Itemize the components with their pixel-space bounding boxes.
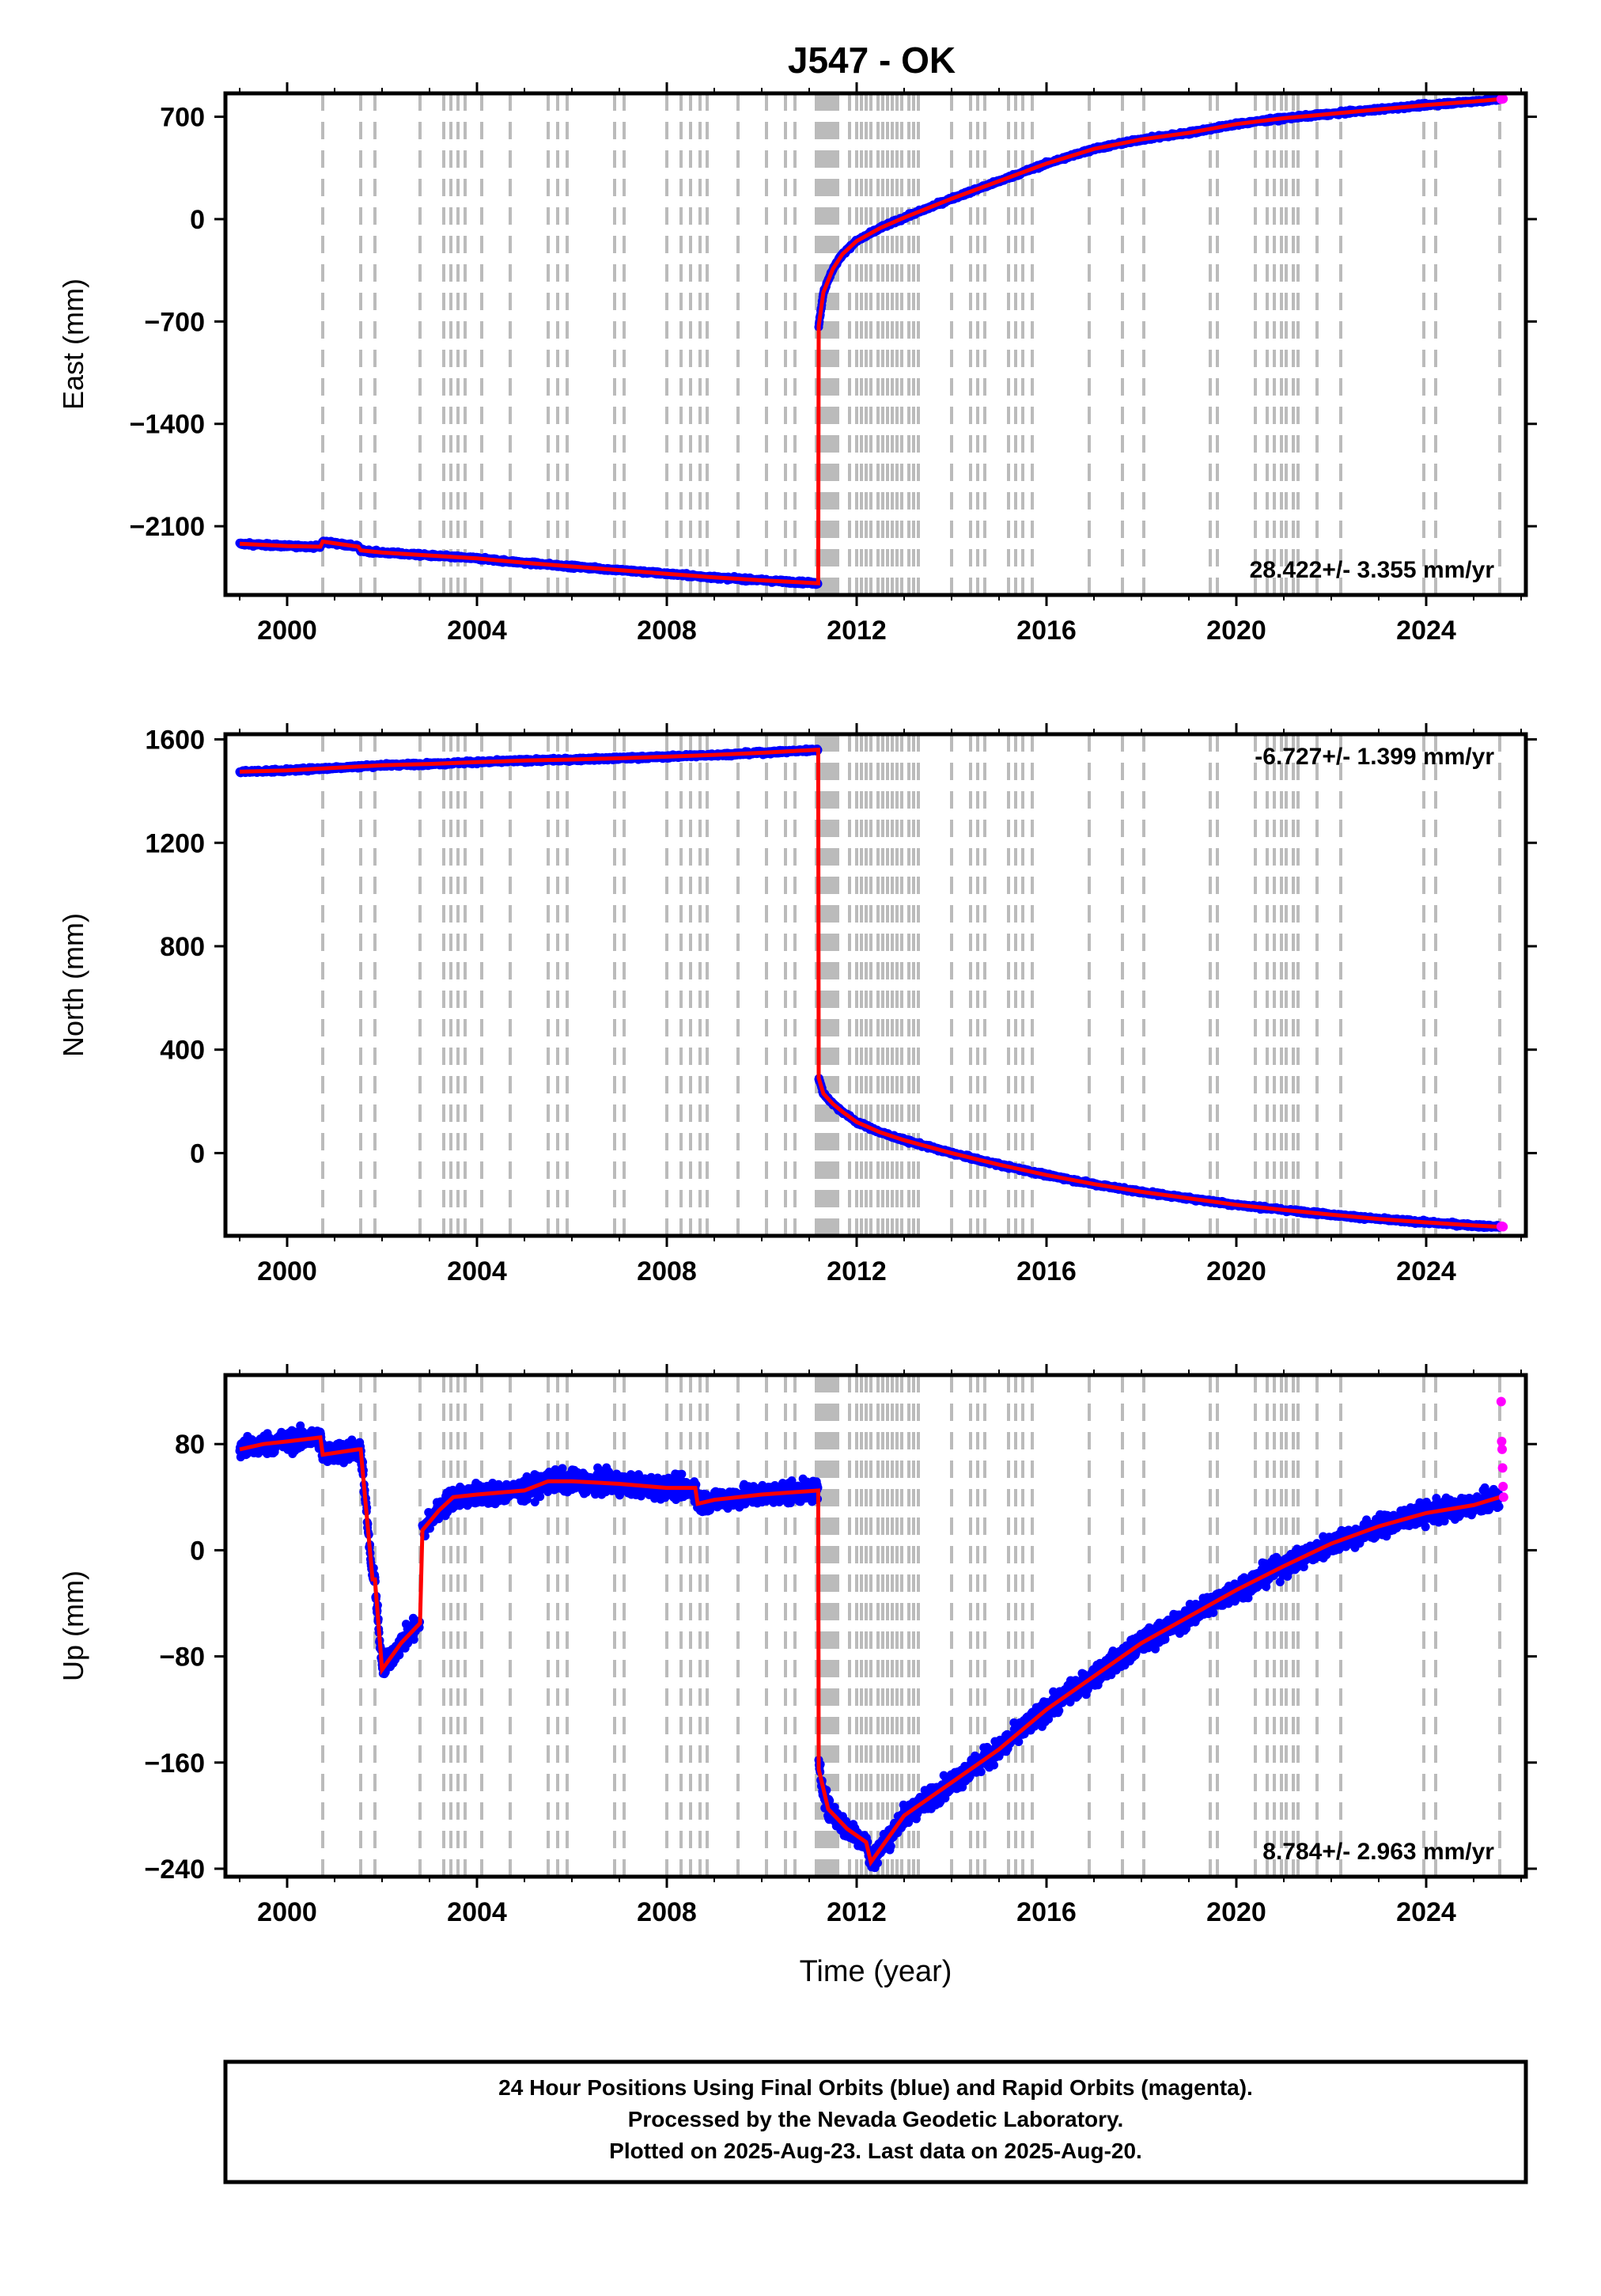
rapid-orbits-series xyxy=(1496,93,1508,104)
model-fit-line xyxy=(239,97,1501,585)
plot-frame xyxy=(223,91,1528,597)
x-tick-label: 2008 xyxy=(637,616,697,646)
plot-area xyxy=(235,734,1508,1236)
rapid-data-point xyxy=(1498,93,1508,104)
final-orbits-series xyxy=(235,93,1504,589)
final-orbits-series xyxy=(235,744,1504,1233)
y-tick-label: 0 xyxy=(190,205,205,235)
east-panel: 2000 2004 2008 2012 2016 2020 2024 −2100 −1400 −7… xyxy=(57,82,1537,646)
x-tick-label: 2004 xyxy=(447,616,507,646)
x-tick-label: 2020 xyxy=(1206,616,1266,646)
plot-area xyxy=(235,93,1508,595)
rate-label: 28.422+/- 3.355 mm/yr xyxy=(1250,557,1495,583)
x-tick-label: 2012 xyxy=(827,616,887,646)
north-panel: 2000 2004 2008 2012 2016 2020 2024040080012001… xyxy=(57,723,1537,1286)
y-tick-label: 700 xyxy=(160,103,205,133)
y-tick-label: −700 xyxy=(144,307,205,337)
x-tick-label: 2016 xyxy=(1016,616,1077,646)
y-tick-label: −2100 xyxy=(130,512,206,542)
x-tick-label: 2000 xyxy=(257,616,317,646)
y-axis-label: East (mm) xyxy=(57,278,89,410)
x-tick-label: 2024 xyxy=(1396,616,1456,646)
chart-title: J547 - OK xyxy=(788,40,956,81)
y-tick-label: −1400 xyxy=(130,410,206,440)
